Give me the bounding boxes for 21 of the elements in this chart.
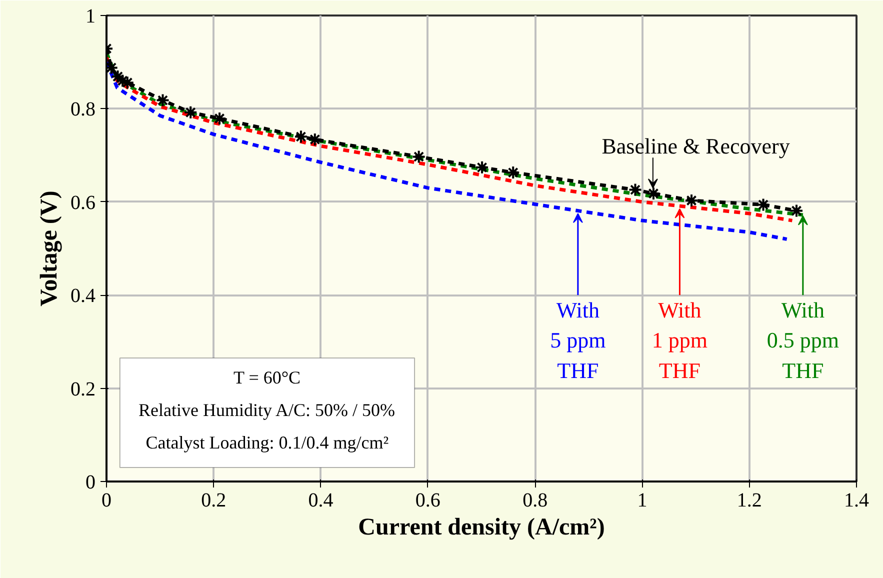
y-tick-label: 0.8 xyxy=(70,98,96,121)
x-axis-title: Current density (A/cm²) xyxy=(358,514,605,540)
x-tick-label: 0 xyxy=(102,490,112,512)
x-tick-label: 0.6 xyxy=(415,490,440,512)
x-tick-label: 0.4 xyxy=(308,490,334,512)
y-tick-label: 0 xyxy=(86,472,96,494)
x-tick-label: 0.8 xyxy=(522,490,548,512)
y-tick-label: 0.4 xyxy=(70,285,96,308)
annotation: With 1 ppm THF xyxy=(652,297,708,384)
x-tick-label: 0.2 xyxy=(201,490,226,512)
y-tick-label: 1 xyxy=(86,6,96,28)
annotation: With 5 ppm THF xyxy=(550,297,606,384)
annotation: Baseline & Recovery xyxy=(602,133,790,158)
x-tick-label: 1.2 xyxy=(736,490,762,512)
y-tick-label: 0.2 xyxy=(70,378,96,400)
x-tick-label: 1 xyxy=(637,490,648,512)
y-axis-title: Voltage (V) xyxy=(36,190,62,306)
y-tick-label: 0.6 xyxy=(70,192,96,214)
x-tick-label: 1.4 xyxy=(844,490,869,512)
annotation: T = 60°C Relative Humidity A/C: 50% / 50% Catalyst Loading: 0.1/0.4 mg/cm² xyxy=(138,367,395,453)
annotation: With 0.5 ppm THF xyxy=(766,297,839,384)
